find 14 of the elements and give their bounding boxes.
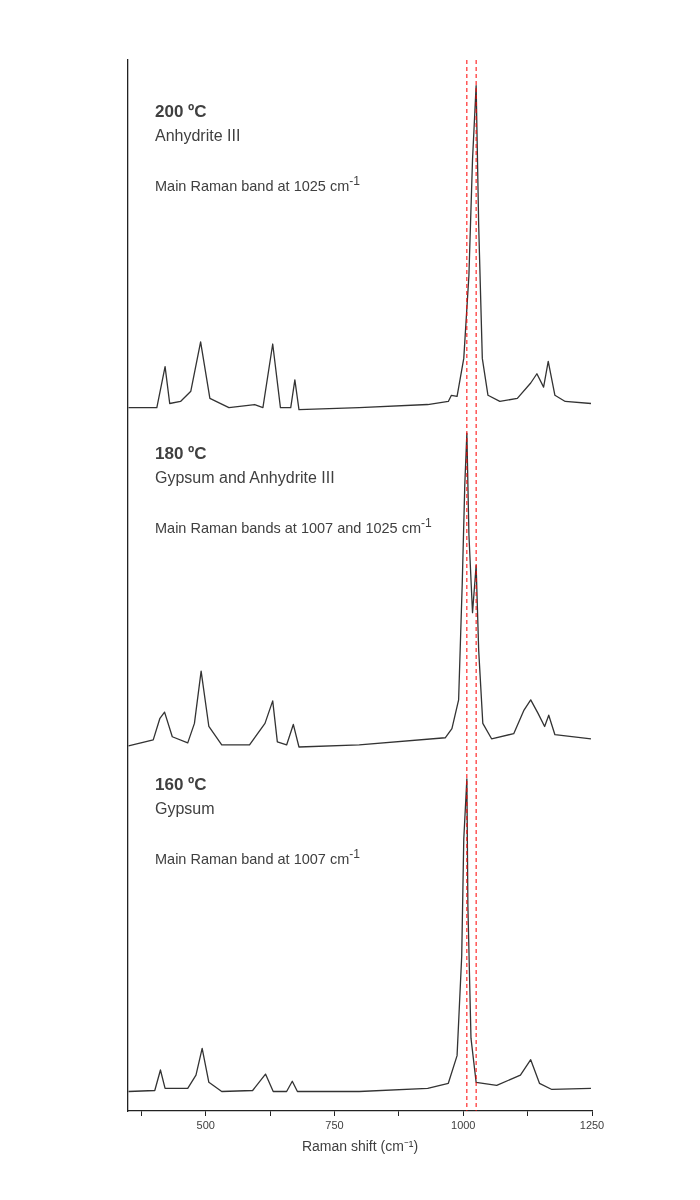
x-tick-label: 750 bbox=[325, 1118, 344, 1131]
annotation: 200 ºC bbox=[155, 102, 207, 122]
annotation: 160 ºC bbox=[155, 774, 207, 794]
annotation: Gypsum bbox=[155, 798, 215, 818]
annotation: Main Raman band at 1007 cm$^{-1}$ bbox=[155, 845, 361, 869]
annotation: Main Raman bands at 1007 and 1025 cm$^{-1}$ bbox=[155, 514, 433, 538]
x-tick-label: 500 bbox=[196, 1118, 215, 1131]
x-axis-title: Raman shift (cm⁻¹) bbox=[301, 1138, 419, 1155]
x-tick-label: 1000 bbox=[451, 1118, 476, 1131]
annotation: Gypsum and Anhydrite III bbox=[155, 467, 335, 487]
annotation: Anhydrite III bbox=[155, 126, 241, 146]
annotation: Main Raman band at 1025 cm$^{-1}$ bbox=[155, 173, 361, 196]
x-tick-label: 1250 bbox=[579, 1118, 605, 1131]
annotation: 180 ºC bbox=[155, 443, 207, 463]
